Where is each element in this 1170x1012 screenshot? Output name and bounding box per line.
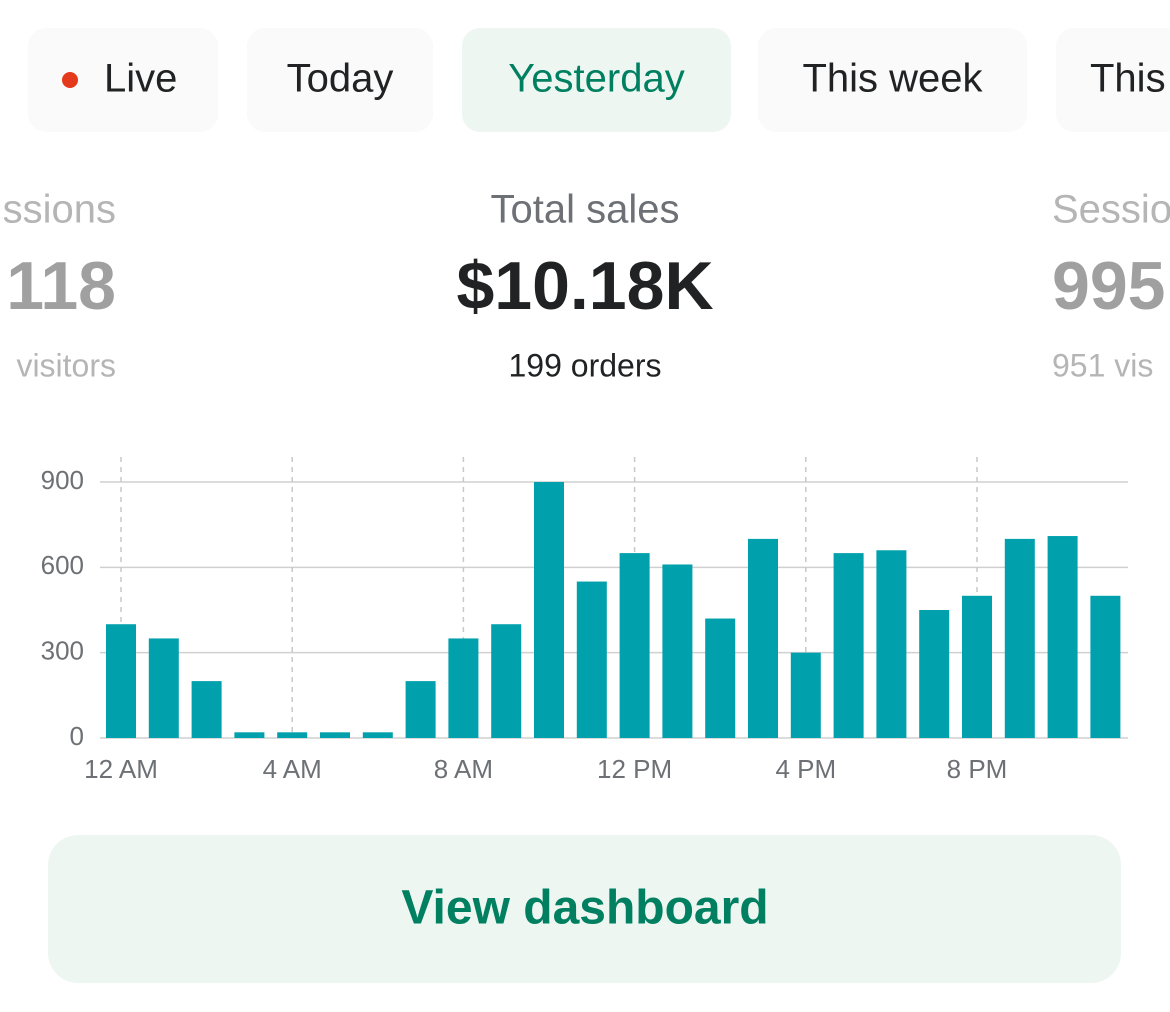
stat-sub: 951 vis <box>1052 347 1153 383</box>
bar <box>576 581 607 738</box>
bar <box>405 681 436 738</box>
bar <box>705 618 736 738</box>
y-tick-label: 300 <box>41 636 84 666</box>
bar <box>191 681 222 738</box>
bar <box>277 732 308 738</box>
bar <box>962 595 992 738</box>
stat-value: 995 <box>1052 248 1165 324</box>
x-tick-label: 12 AM <box>84 754 158 784</box>
bar <box>790 652 821 738</box>
bar <box>234 732 265 738</box>
bar <box>148 638 179 738</box>
stat-sub: 199 orders <box>509 347 662 383</box>
bar <box>748 538 778 738</box>
bar <box>1004 538 1035 738</box>
tab[interactable] <box>462 28 731 132</box>
y-tick-label: 0 <box>70 721 84 751</box>
tab[interactable] <box>758 28 1027 132</box>
x-tick-label: 4 AM <box>263 754 322 784</box>
bar <box>106 624 136 738</box>
view-dashboard-button[interactable] <box>48 835 1121 983</box>
x-tick-label: 8 AM <box>434 754 493 784</box>
tab-label[interactable]: This <box>1090 57 1166 101</box>
tab-label[interactable]: Live <box>104 57 177 101</box>
y-tick-label: 600 <box>41 550 84 580</box>
bar <box>448 638 479 738</box>
tab-label[interactable]: Yesterday <box>508 57 684 101</box>
bar <box>876 550 907 738</box>
bar <box>320 732 350 738</box>
x-tick-label: 4 PM <box>775 754 836 784</box>
bar <box>534 482 564 738</box>
stat-label: Sessio <box>1052 188 1170 232</box>
stat-label: ssions <box>3 188 116 232</box>
stat-label: Total sales <box>491 188 680 232</box>
stat-value: $10.18K <box>456 248 713 324</box>
y-tick-label: 900 <box>41 465 84 495</box>
bar <box>1090 595 1121 738</box>
bar <box>491 624 522 738</box>
bar <box>619 553 650 738</box>
bar <box>1047 536 1078 738</box>
bar <box>362 732 393 738</box>
tab-label[interactable]: This week <box>802 57 983 101</box>
tab[interactable] <box>247 28 433 132</box>
tab-label[interactable]: Today <box>287 57 394 101</box>
stat-sub: visitors <box>16 347 116 383</box>
x-tick-label: 12 PM <box>597 754 672 784</box>
button-label[interactable]: View dashboard <box>401 882 768 935</box>
bar <box>919 610 950 738</box>
bar <box>833 553 864 738</box>
tab[interactable] <box>1056 28 1170 132</box>
stat-value: 118 <box>6 248 116 324</box>
bar <box>662 564 693 738</box>
live-dot <box>62 72 78 88</box>
tab[interactable] <box>28 28 218 132</box>
x-tick-label: 8 PM <box>947 754 1008 784</box>
